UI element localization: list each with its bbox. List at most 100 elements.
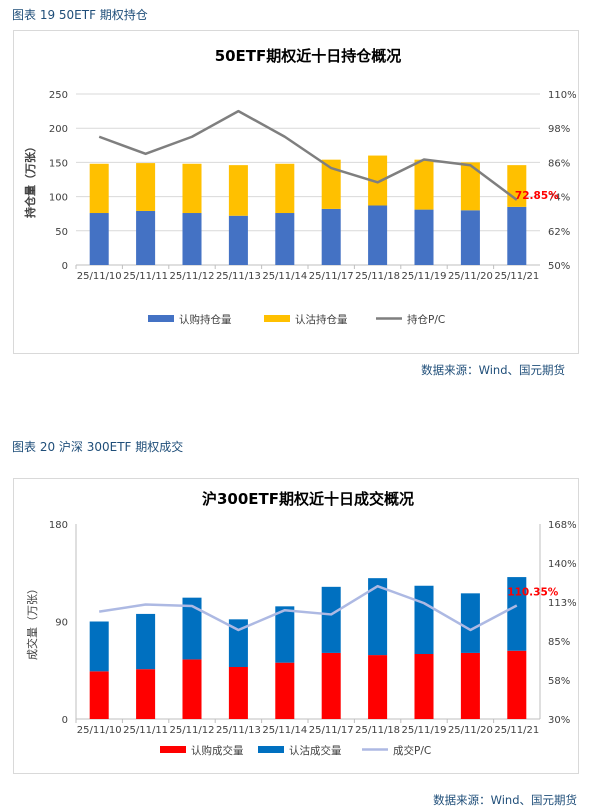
- y-tick-label: 0: [62, 261, 68, 272]
- data-label-last-pc: 72.85%: [515, 190, 559, 202]
- y2-tick-label: 113%: [548, 598, 577, 609]
- chart-title: 沪300ETF期权近十日成交概况: [202, 490, 414, 508]
- bar-认沽成交量: [136, 613, 156, 670]
- bar-认购成交量: [89, 671, 109, 719]
- bar-认沽持仓量: [275, 163, 295, 214]
- bar-认沽持仓量: [460, 162, 480, 211]
- x-tick-label: 25/11/12: [170, 725, 215, 736]
- x-tick-label: 25/11/19: [402, 271, 447, 282]
- legend-label: 持仓P/C: [407, 313, 445, 326]
- bar-认沽成交量: [228, 619, 248, 667]
- y2-tick-label: 140%: [548, 559, 577, 570]
- x-tick-label: 25/11/18: [355, 271, 400, 282]
- bar-认沽持仓量: [368, 155, 388, 206]
- bar-认沽持仓量: [414, 159, 434, 210]
- x-tick-label: 25/11/17: [309, 725, 354, 736]
- legend-swatch: [264, 315, 290, 322]
- line-持仓P/C: [98, 109, 518, 201]
- y2-tick-label: 62%: [548, 227, 570, 238]
- x-tick-label: 25/11/20: [448, 271, 493, 282]
- y-tick-label: 100: [49, 193, 68, 204]
- bar-认沽成交量: [460, 593, 480, 653]
- bar-认购成交量: [136, 669, 156, 719]
- bar-认购持仓量: [136, 210, 156, 265]
- data-source-note: 数据来源：Wind、国元期货: [421, 363, 565, 377]
- x-tick-label: 25/11/17: [309, 271, 354, 282]
- bar-认购持仓量: [414, 209, 434, 265]
- figure-caption-20: 图表 20 沪深 300ETF 期权成交: [12, 440, 184, 454]
- x-tick-label: 25/11/14: [262, 725, 307, 736]
- data-label-last-pc: 110.35%: [507, 586, 559, 598]
- x-tick-label: 25/11/10: [77, 271, 122, 282]
- bar-认购持仓量: [368, 205, 388, 265]
- x-tick-label: 25/11/19: [402, 725, 447, 736]
- y2-tick-label: 86%: [548, 158, 570, 169]
- bar-认购持仓量: [275, 213, 295, 265]
- x-tick-label: 25/11/12: [170, 271, 215, 282]
- legend-label: 成交P/C: [393, 744, 431, 757]
- x-tick-label: 25/11/14: [262, 271, 307, 282]
- x-tick-label: 25/11/20: [448, 725, 493, 736]
- y2-tick-label: 30%: [548, 715, 570, 726]
- y-tick-label: 250: [49, 90, 68, 101]
- y-tick-label: 90: [55, 618, 68, 629]
- bar-认购持仓量: [507, 206, 527, 265]
- bar-认购持仓量: [321, 208, 341, 265]
- y-tick-label: 180: [49, 520, 68, 531]
- legend-label: 认沽持仓量: [295, 313, 348, 326]
- y2-tick-label: 168%: [548, 520, 577, 531]
- legend-swatch: [160, 746, 186, 753]
- x-tick-label: 25/11/13: [216, 271, 261, 282]
- bar-认购成交量: [228, 667, 248, 719]
- y-axis-label: 持仓量（万张）: [23, 141, 37, 218]
- legend-swatch: [258, 746, 284, 753]
- bar-认沽成交量: [275, 606, 295, 663]
- bar-认购持仓量: [460, 210, 480, 265]
- bar-认沽持仓量: [182, 163, 202, 214]
- y2-tick-label: 110%: [548, 90, 577, 101]
- legend-label: 认购成交量: [191, 744, 244, 757]
- chart-300etf-volume: 沪300ETF期权近十日成交概况 0 90 180 30% 58% 85% 113% 140% 1…: [25, 490, 577, 757]
- bar-认沽成交量: [89, 621, 109, 672]
- bar-认购成交量: [414, 654, 434, 719]
- y2-tick-label: 50%: [548, 261, 570, 272]
- bar-认购持仓量: [228, 215, 248, 265]
- y-tick-label: 50: [55, 227, 68, 238]
- y-axis-label: 成交量（万张）: [25, 583, 39, 660]
- y-tick-label: 0: [62, 715, 68, 726]
- bar-认沽持仓量: [228, 165, 248, 216]
- bar-认购成交量: [368, 655, 388, 719]
- chart-container-50etf: 50ETF期权近十日持仓概况 0 50 100 150 200 250 50% 62% 74% 86…: [13, 30, 579, 354]
- bar-认沽持仓量: [136, 163, 156, 211]
- bar-认沽成交量: [321, 586, 341, 653]
- bar-认沽成交量: [368, 578, 388, 656]
- x-tick-label: 25/11/10: [77, 725, 122, 736]
- bar-认沽持仓量: [89, 163, 109, 214]
- y-tick-label: 150: [49, 158, 68, 169]
- bar-认购成交量: [507, 650, 527, 719]
- chart-50etf-open-interest: 50ETF期权近十日持仓概况 0 50 100 150 200 250 50% 62% 74% 86…: [23, 47, 577, 326]
- bar-认沽持仓量: [321, 159, 341, 209]
- legend-label: 认沽成交量: [289, 744, 342, 757]
- x-tick-label: 25/11/21: [494, 271, 539, 282]
- x-tick-label: 25/11/11: [123, 725, 168, 736]
- bar-认购成交量: [182, 659, 202, 719]
- y2-tick-label: 85%: [548, 637, 570, 648]
- data-source-note: 数据来源：Wind、国元期货: [433, 793, 577, 807]
- bar-认购成交量: [275, 662, 295, 719]
- x-tick-label: 25/11/18: [355, 725, 400, 736]
- x-tick-label: 25/11/11: [123, 271, 168, 282]
- chart-container-300etf: 沪300ETF期权近十日成交概况 0 90 180 30% 58% 85% 113% 140% 1…: [13, 478, 579, 774]
- x-tick-label: 25/11/21: [494, 725, 539, 736]
- bar-认购持仓量: [89, 213, 109, 265]
- line-成交P/C: [99, 584, 518, 632]
- legend-swatch: [148, 315, 174, 322]
- y2-tick-label: 58%: [548, 676, 570, 687]
- bar-认沽成交量: [414, 585, 434, 654]
- x-tick-label: 25/11/13: [216, 725, 261, 736]
- bar-认购成交量: [460, 652, 480, 719]
- bar-认购持仓量: [182, 213, 202, 265]
- figure-caption-19: 图表 19 50ETF 期权持仓: [12, 8, 148, 22]
- legend-label: 认购持仓量: [179, 313, 232, 326]
- chart-title: 50ETF期权近十日持仓概况: [215, 47, 402, 65]
